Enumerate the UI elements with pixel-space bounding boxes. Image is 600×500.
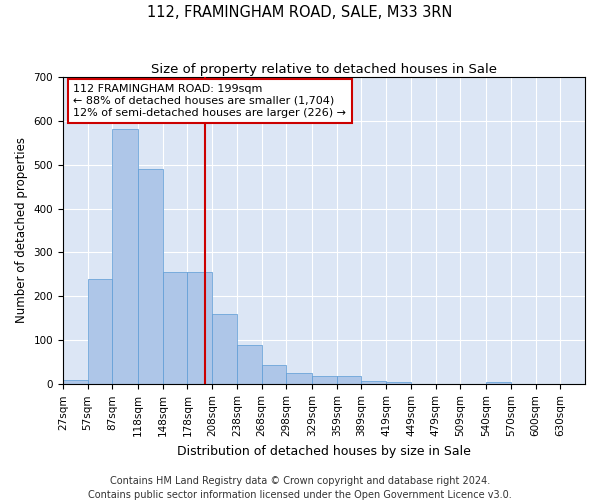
Text: Contains HM Land Registry data © Crown copyright and database right 2024.
Contai: Contains HM Land Registry data © Crown c… (88, 476, 512, 500)
Bar (337, 376, 361, 384)
Bar (112, 130, 138, 384)
Bar (361, 381, 386, 384)
Y-axis label: Number of detached properties: Number of detached properties (15, 138, 28, 324)
Bar (63, 380, 88, 384)
Text: 112 FRAMINGHAM ROAD: 199sqm
← 88% of detached houses are smaller (1,704)
12% of : 112 FRAMINGHAM ROAD: 199sqm ← 88% of det… (73, 84, 346, 117)
Bar (212, 314, 237, 384)
Bar (262, 364, 286, 384)
Bar (187, 272, 212, 384)
Bar (286, 374, 312, 384)
Text: 112, FRAMINGHAM ROAD, SALE, M33 3RN: 112, FRAMINGHAM ROAD, SALE, M33 3RN (148, 5, 452, 20)
Bar (163, 272, 187, 384)
Bar (237, 345, 262, 385)
Bar (138, 169, 163, 384)
Bar (88, 279, 112, 384)
Bar (312, 376, 337, 384)
Bar (386, 382, 411, 384)
Bar (486, 382, 511, 384)
Title: Size of property relative to detached houses in Sale: Size of property relative to detached ho… (151, 62, 497, 76)
X-axis label: Distribution of detached houses by size in Sale: Distribution of detached houses by size … (177, 444, 471, 458)
